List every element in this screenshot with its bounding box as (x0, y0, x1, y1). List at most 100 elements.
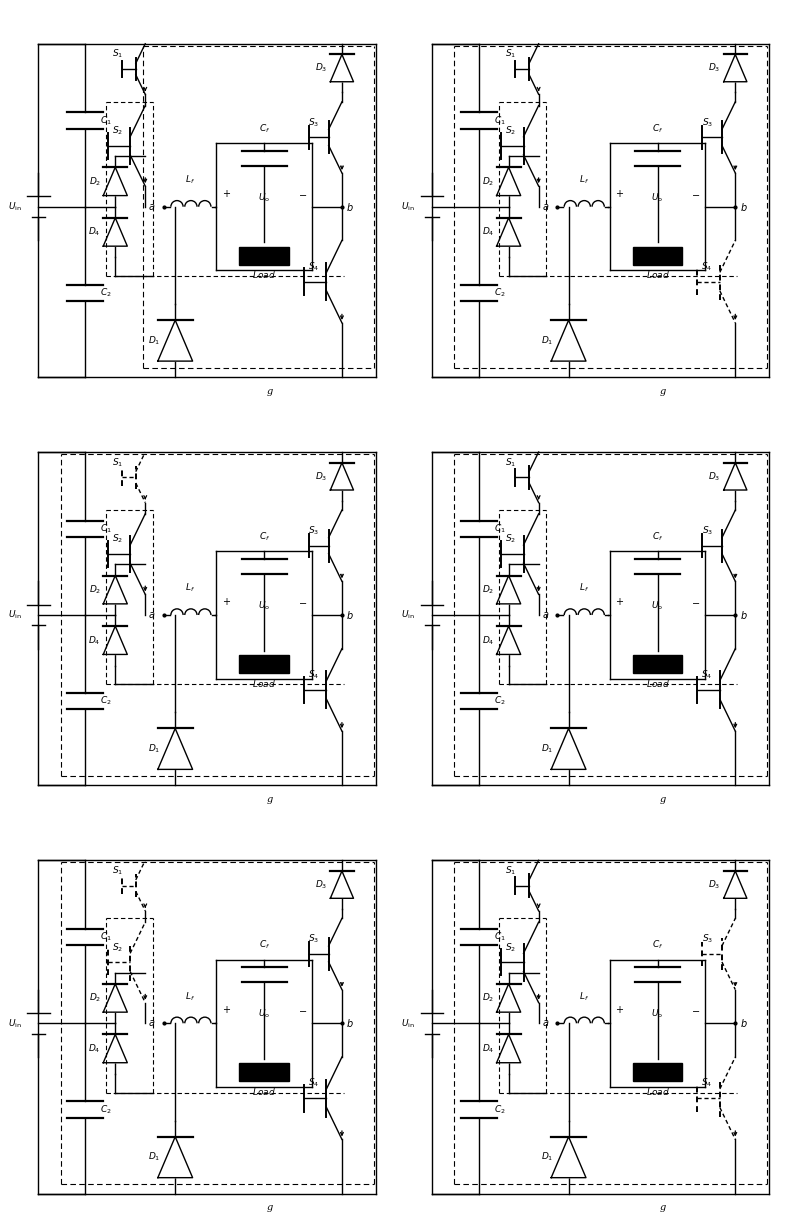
Text: +: + (615, 1005, 623, 1015)
Text: +: + (615, 597, 623, 606)
Polygon shape (724, 462, 747, 490)
Polygon shape (239, 247, 289, 264)
Polygon shape (497, 218, 521, 246)
Text: $U_{\mathrm{in}}$: $U_{\mathrm{in}}$ (401, 609, 415, 621)
Text: $b$: $b$ (346, 1017, 354, 1030)
Text: $S_2$: $S_2$ (505, 533, 516, 545)
Text: $S_3$: $S_3$ (702, 932, 713, 945)
Text: $-$: $-$ (691, 188, 701, 198)
Text: $D_2$: $D_2$ (482, 991, 494, 1004)
Polygon shape (551, 728, 586, 770)
Text: $S_1$: $S_1$ (505, 456, 516, 469)
Text: $-$: $-$ (298, 597, 307, 606)
Text: $L_f$: $L_f$ (185, 990, 195, 1002)
Polygon shape (330, 462, 354, 490)
Text: $D_3$: $D_3$ (314, 878, 327, 891)
Text: $L_f$: $L_f$ (578, 173, 589, 186)
Text: $D_1$: $D_1$ (541, 743, 554, 755)
Text: $b$: $b$ (740, 1017, 747, 1030)
Text: $b$: $b$ (346, 200, 354, 213)
Text: $Load$: $Load$ (646, 1086, 670, 1097)
Text: $D_4$: $D_4$ (482, 226, 494, 239)
Polygon shape (330, 871, 354, 898)
Text: $S_1$: $S_1$ (505, 48, 516, 60)
Polygon shape (158, 320, 193, 362)
Polygon shape (724, 871, 747, 898)
Text: $Load$: $Load$ (252, 1086, 276, 1097)
Text: $D_3$: $D_3$ (314, 62, 327, 74)
Text: $S_3$: $S_3$ (702, 116, 713, 129)
Polygon shape (497, 576, 521, 604)
Text: $S_3$: $S_3$ (308, 524, 319, 538)
Text: $S_4$: $S_4$ (702, 669, 713, 681)
Text: $D_1$: $D_1$ (148, 743, 160, 755)
Text: g: g (266, 1203, 273, 1212)
Polygon shape (103, 167, 127, 196)
Text: +: + (615, 188, 623, 198)
Text: $C_2$: $C_2$ (100, 1103, 112, 1116)
Text: $Load$: $Load$ (646, 678, 670, 689)
Text: $D_3$: $D_3$ (708, 878, 720, 891)
Text: $a$: $a$ (542, 202, 549, 212)
Text: $C_1$: $C_1$ (100, 523, 112, 535)
Text: $S_4$: $S_4$ (308, 1077, 319, 1090)
Polygon shape (497, 167, 521, 196)
Text: $S_4$: $S_4$ (308, 669, 319, 681)
Text: $D_1$: $D_1$ (148, 335, 160, 347)
Text: $U_{\mathrm{in}}$: $U_{\mathrm{in}}$ (8, 1017, 22, 1030)
Polygon shape (103, 576, 127, 604)
Polygon shape (330, 54, 354, 81)
Text: $-$: $-$ (298, 188, 307, 198)
Text: $C_f$: $C_f$ (258, 122, 270, 135)
Text: $C_2$: $C_2$ (100, 287, 112, 299)
Text: $C_2$: $C_2$ (494, 1103, 506, 1116)
Polygon shape (103, 984, 127, 1012)
Text: $S_2$: $S_2$ (505, 941, 516, 953)
Text: $D_4$: $D_4$ (89, 1042, 101, 1055)
Text: $U_{\mathrm{o}}$: $U_{\mathrm{o}}$ (651, 191, 664, 204)
Text: $D_4$: $D_4$ (482, 1042, 494, 1055)
Text: $D_2$: $D_2$ (89, 583, 101, 597)
Text: $C_1$: $C_1$ (494, 114, 506, 127)
Text: $S_2$: $S_2$ (112, 124, 122, 137)
Text: $C_f$: $C_f$ (652, 938, 663, 951)
Polygon shape (497, 1034, 521, 1063)
Text: $L_f$: $L_f$ (578, 582, 589, 594)
Text: $b$: $b$ (740, 609, 747, 621)
Text: $a$: $a$ (149, 610, 156, 620)
Text: $S_3$: $S_3$ (702, 524, 713, 538)
Text: $C_1$: $C_1$ (100, 114, 112, 127)
Text: $S_4$: $S_4$ (702, 1077, 713, 1090)
Polygon shape (633, 247, 682, 264)
Text: $U_{\mathrm{o}}$: $U_{\mathrm{o}}$ (258, 1007, 270, 1020)
Text: $a$: $a$ (542, 610, 549, 620)
Text: $a$: $a$ (149, 1018, 156, 1028)
Text: $D_1$: $D_1$ (148, 1151, 160, 1164)
Text: $D_1$: $D_1$ (541, 1151, 554, 1164)
Text: $U_{\mathrm{in}}$: $U_{\mathrm{in}}$ (401, 1017, 415, 1030)
Text: $S_3$: $S_3$ (308, 932, 319, 945)
Text: $L_f$: $L_f$ (578, 990, 589, 1002)
Text: $C_2$: $C_2$ (100, 695, 112, 707)
Polygon shape (497, 626, 521, 654)
Text: $S_2$: $S_2$ (112, 533, 122, 545)
Text: $U_{\mathrm{o}}$: $U_{\mathrm{o}}$ (258, 599, 270, 611)
Text: $D_3$: $D_3$ (708, 470, 720, 482)
Text: $U_{\mathrm{in}}$: $U_{\mathrm{in}}$ (8, 200, 22, 213)
Polygon shape (158, 728, 193, 770)
Polygon shape (633, 656, 682, 673)
Text: $C_1$: $C_1$ (494, 931, 506, 943)
Text: $S_4$: $S_4$ (308, 261, 319, 273)
Polygon shape (103, 626, 127, 654)
Text: $D_4$: $D_4$ (89, 633, 101, 647)
Polygon shape (724, 54, 747, 81)
Text: $D_4$: $D_4$ (89, 226, 101, 239)
Text: g: g (266, 386, 273, 396)
Text: $C_2$: $C_2$ (494, 287, 506, 299)
Text: $C_f$: $C_f$ (258, 938, 270, 951)
Text: $C_2$: $C_2$ (494, 695, 506, 707)
Text: $D_2$: $D_2$ (89, 991, 101, 1004)
Text: $L_f$: $L_f$ (185, 173, 195, 186)
Text: $D_3$: $D_3$ (708, 62, 720, 74)
Text: g: g (660, 1203, 666, 1212)
